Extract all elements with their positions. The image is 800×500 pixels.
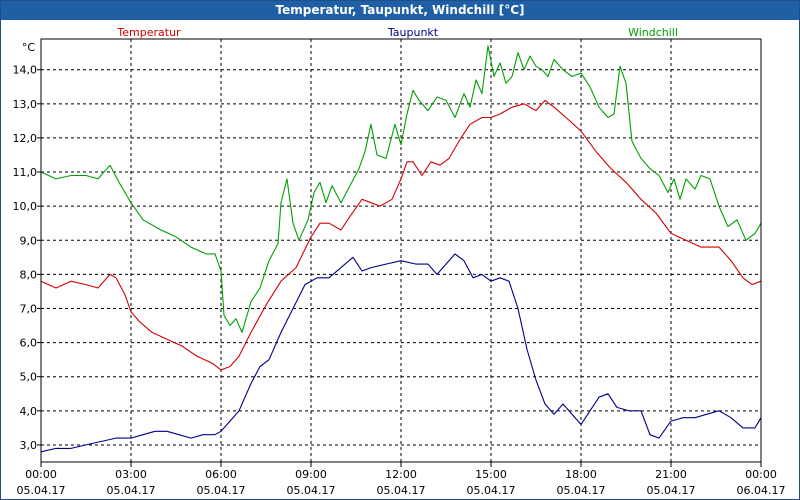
- y-unit-label: °C: [22, 41, 36, 54]
- y-tick-label: 8,0: [20, 268, 38, 281]
- y-tick-label: 9,0: [20, 234, 38, 247]
- y-tick-label: 14,0: [13, 64, 38, 77]
- y-tick-label: 13,0: [13, 98, 38, 111]
- line-chart: 3,0 4,0 5,0 6,0 7,0 8,0 9,0 10,0 11,0 12,0 13,0 14,…: [13, 26, 786, 497]
- y-tick-label: 10,0: [13, 200, 38, 213]
- y-tick-label: 11,0: [13, 166, 38, 179]
- x-tick-time-label: 18:00: [565, 468, 597, 481]
- x-tick-time-label: 03:00: [115, 468, 147, 481]
- x-tick-time-label: 15:00: [475, 468, 507, 481]
- x-tick-date-label: 05.04.17: [287, 484, 336, 497]
- x-tick-date-label: 05.04.17: [377, 484, 426, 497]
- x-tick-date-label: 05.04.17: [647, 484, 696, 497]
- x-tick-date-label: 05.04.17: [17, 484, 66, 497]
- x-tick-time-label: 09:00: [295, 468, 327, 481]
- x-tick-date-label: 05.04.17: [107, 484, 156, 497]
- plot-frame: [37, 38, 762, 467]
- x-tick-time-label: 21:00: [655, 468, 687, 481]
- x-tick-date-label: 06.04.17: [737, 484, 786, 497]
- y-tick-label: 6,0: [20, 337, 38, 350]
- axis-labels: 3,0 4,0 5,0 6,0 7,0 8,0 9,0 10,0 11,0 12,0 13,0 14,…: [13, 41, 786, 497]
- x-tick-date-label: 05.04.17: [197, 484, 246, 497]
- x-tick-time-label: 12:00: [385, 468, 417, 481]
- legend-entry-taupunkt: Taupunkt: [387, 26, 439, 39]
- window-title: Temperatur, Taupunkt, Windchill [°C]: [1, 1, 799, 20]
- series-line-taupunkt: [40, 253, 762, 453]
- y-tick-label: 7,0: [20, 302, 38, 315]
- series-line-temperatur: [40, 99, 762, 371]
- y-tick-label: 5,0: [20, 371, 38, 384]
- x-tick-date-label: 05.04.17: [557, 484, 606, 497]
- legend-entry-windchill: Windchill: [628, 26, 678, 39]
- y-tick-label: 4,0: [20, 405, 38, 418]
- legend-entry-temperatur: Temperatur: [116, 26, 181, 39]
- grid-lines: [41, 39, 761, 462]
- x-tick-time-label: 00:00: [25, 468, 57, 481]
- x-tick-date-label: 05.04.17: [467, 484, 516, 497]
- x-tick-time-label: 00:00: [745, 468, 777, 481]
- y-tick-label: 3,0: [20, 439, 38, 452]
- series-lines: [40, 45, 762, 453]
- legend: Temperatur Taupunkt Windchill: [116, 26, 678, 39]
- series-line-windchill: [40, 45, 762, 333]
- plot-border: [40, 38, 762, 463]
- y-tick-label: 12,0: [13, 132, 38, 145]
- x-tick-time-label: 06:00: [205, 468, 237, 481]
